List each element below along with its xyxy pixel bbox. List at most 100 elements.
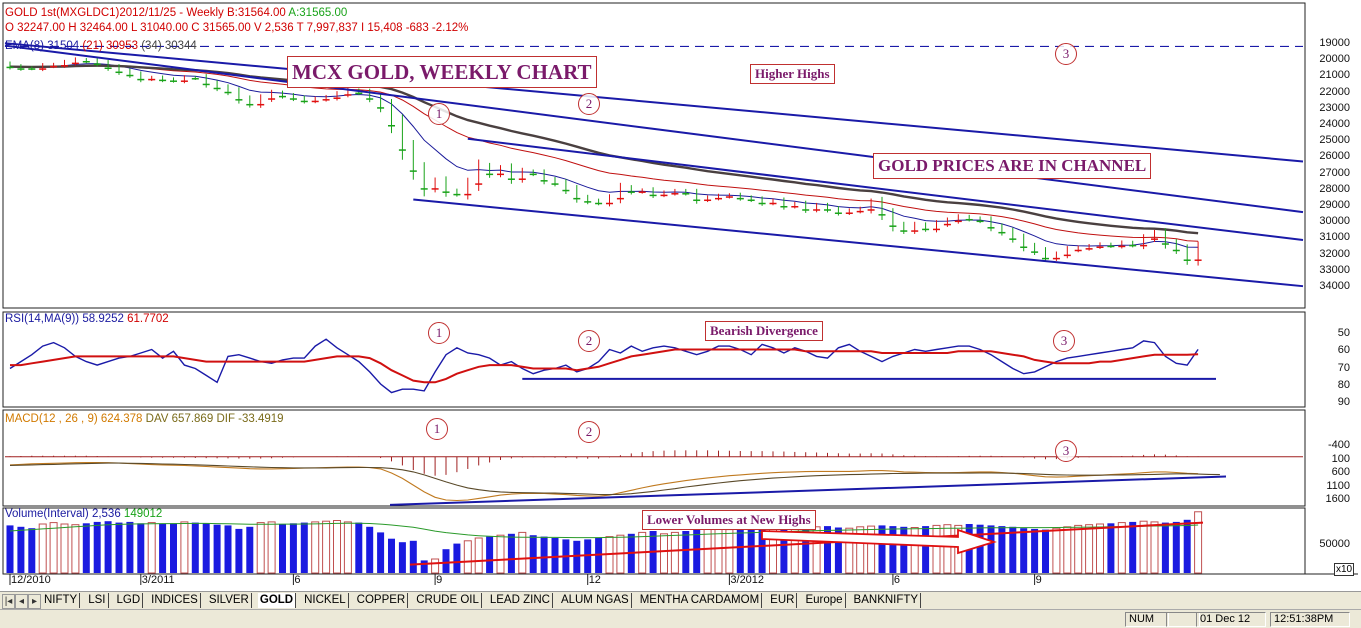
price-tick-label: 29000 (1319, 199, 1350, 211)
tab-lead-zinc[interactable]: LEAD ZINC (488, 593, 553, 608)
volume-bar (1194, 511, 1203, 574)
candle-body (943, 223, 951, 226)
tab-next-icon[interactable]: ▸ (28, 594, 41, 609)
price-tick-label: 22000 (1319, 85, 1350, 98)
candle-body (322, 99, 330, 101)
rsi-tick-label: 60 (1337, 344, 1350, 357)
price-tick-label: 24000 (1319, 118, 1350, 130)
candle-body (889, 225, 897, 227)
volume-bar (38, 523, 47, 574)
volume-bar (256, 522, 265, 574)
tab-gold[interactable]: GOLD (257, 593, 297, 608)
tab-alum-ngas[interactable]: ALUM NGAS (559, 593, 632, 608)
volume-avg-value: 149012 (123, 508, 163, 520)
candle-body (584, 201, 592, 203)
volume-bar (1009, 526, 1017, 573)
volume-bar (1052, 527, 1061, 574)
volume-bar (1183, 519, 1191, 573)
volume-bar (1150, 521, 1159, 574)
volume-bar (856, 526, 865, 574)
tab-eur[interactable]: EUR (768, 593, 798, 608)
candle-body (736, 197, 744, 200)
rsi-tick-label: 50 (1337, 327, 1350, 339)
tab-europe[interactable]: Europe (803, 593, 846, 608)
marker-3-macd: 3 (1055, 440, 1077, 462)
volume-bar (442, 549, 450, 573)
volume-bar (191, 522, 199, 573)
dif-value: -33.4919 (238, 413, 284, 425)
candle-body (486, 173, 494, 176)
tab-lsi[interactable]: LSI (86, 593, 109, 608)
candle-body (1151, 238, 1158, 240)
volume-bar (736, 528, 744, 573)
marker-2-macd: 2 (578, 421, 600, 443)
tab-silver[interactable]: SILVER (207, 593, 252, 608)
long-trend-line (4, 42, 1304, 163)
ema8-line (9, 63, 1199, 248)
volume-bar (747, 528, 755, 573)
price-tick-label: 20000 (1319, 53, 1350, 66)
tab-mentha-cardamom[interactable]: MENTHA CARDAMOM (638, 593, 763, 608)
volume-bar (1042, 529, 1049, 573)
tab-banknifty[interactable]: BANKNIFTY (852, 593, 922, 608)
candle-body (126, 74, 134, 77)
candle-body (933, 228, 940, 231)
candle-body (998, 231, 1006, 234)
x-tick-label: 9 (436, 574, 443, 586)
candle-body (17, 68, 25, 70)
x-tick-label: 3/2011 (141, 574, 175, 586)
candle-body (606, 202, 613, 205)
rsi-panel-frame (2, 311, 1306, 408)
tab-nifty[interactable]: NIFTY (42, 593, 81, 608)
candle-body (922, 228, 930, 231)
rsi-tick-label: 70 (1337, 361, 1350, 374)
candle-body (497, 173, 504, 176)
tab-lgd[interactable]: LGD (115, 593, 144, 608)
volume-bar (235, 528, 243, 573)
tab-copper[interactable]: COPPER (355, 593, 409, 608)
price-tick-label: 21000 (1319, 69, 1350, 82)
candle-body (257, 103, 265, 106)
macd-tick-label: -400 (1327, 439, 1350, 451)
volume-bar (758, 526, 766, 573)
candle-body (366, 98, 374, 100)
annotation-lines (4, 42, 1304, 585)
volume-bar (409, 540, 417, 573)
candle-body (802, 209, 810, 211)
volume-bar (159, 524, 167, 573)
status-bar: NUM 01 Dec 12 12:51:38PM (0, 609, 1361, 628)
volume-bar (1020, 528, 1028, 573)
volume-bar (213, 524, 221, 573)
volume-bar (28, 528, 36, 573)
candle-body (420, 188, 428, 190)
ask-label: A:31565.00 (288, 7, 348, 19)
volume-bar (1139, 520, 1148, 574)
candle-body (82, 61, 90, 63)
symbol-label: GOLD 1st(MXGLDC1)2012/11/25 (5, 7, 177, 19)
candle-body (355, 92, 363, 95)
tab-crude-oil[interactable]: CRUDE OIL (414, 593, 482, 608)
candle-body (1194, 259, 1202, 261)
channel-lower-line (4, 44, 1304, 214)
volume-bar (322, 520, 331, 574)
marker-2-price: 2 (578, 93, 600, 115)
volume-bar (551, 538, 559, 573)
volume-bar (388, 538, 395, 573)
candle-body (813, 209, 821, 211)
volume-bar (584, 539, 592, 573)
candle-body (235, 99, 243, 101)
dav-line (9, 462, 1220, 496)
candle-body (1140, 244, 1148, 247)
tab-nickel[interactable]: NICKEL (302, 593, 349, 608)
volume-bar (6, 525, 14, 573)
channel-middle-line (467, 137, 1304, 242)
tab-indices[interactable]: INDICES (149, 593, 201, 608)
x-tick-label: 6 (893, 574, 901, 586)
candle-body (856, 210, 864, 213)
price-tick-label: 26000 (1319, 150, 1350, 163)
tab-prev-icon[interactable]: ◂ (15, 594, 28, 609)
volume-bar (834, 527, 842, 573)
tab-first-icon[interactable]: |◂ (2, 594, 15, 609)
price-panel-frame (2, 2, 1306, 309)
candle-body (540, 180, 548, 182)
